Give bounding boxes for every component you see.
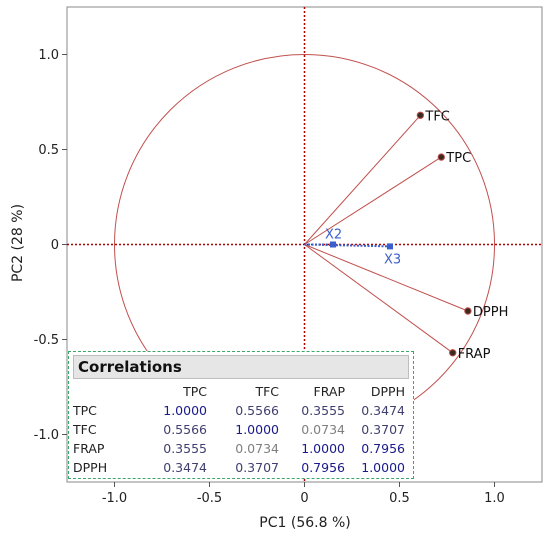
table-row: TFC 0.5566 1.0000 0.0734 0.3707 (73, 420, 405, 439)
row-header: TFC (73, 422, 97, 437)
x-tick-label: 0.5 (389, 491, 410, 506)
x-tick-label: 0 (300, 491, 308, 506)
table-cell: 0.7956 (301, 460, 345, 475)
y-axis-title: PC2 (28 %) (10, 204, 26, 282)
table-cell: 0.0734 (301, 422, 345, 437)
row-header: FRAP (73, 441, 105, 456)
correlations-header-row: TPC TFC FRAP DPPH (73, 382, 405, 401)
table-cell: 1.0000 (235, 422, 279, 437)
label-x3: X3 (384, 252, 401, 267)
point-dpph (464, 307, 472, 315)
table-row: TPC 1.0000 0.5566 0.3555 0.3474 (73, 401, 405, 420)
table-cell: 0.3707 (235, 460, 279, 475)
point-tpc (437, 153, 445, 161)
label-tfc: TFC (424, 109, 450, 124)
label-frap: FRAP (458, 347, 491, 362)
y-tick-label: 0.5 (38, 143, 59, 158)
column-header: FRAP (313, 384, 345, 399)
row-header: TPC (73, 403, 97, 418)
table-cell: 0.3474 (361, 403, 405, 418)
correlations-panel: Correlations TPC TFC FRAP DPPH TPC 1.000… (68, 351, 414, 479)
point-x3 (387, 243, 393, 250)
table-cell: 1.0000 (361, 460, 405, 475)
vector-dpph (304, 244, 469, 312)
table-cell: 0.7956 (361, 441, 405, 456)
y-tick-label: 0 (51, 238, 59, 253)
vector-x3 (304, 243, 391, 248)
x-axis-title: PC1 (56.8 %) (259, 515, 350, 531)
table-cell: 0.5566 (235, 403, 279, 418)
table-cell: 0.3474 (163, 460, 207, 475)
table-cell: 0.3555 (163, 441, 207, 456)
table-cell: 1.0000 (301, 441, 345, 456)
column-header: TFC (255, 384, 279, 399)
vector-tpc (304, 156, 442, 245)
column-header: DPPH (370, 384, 405, 399)
row-header: DPPH (73, 460, 108, 475)
table-cell: 0.0734 (235, 441, 279, 456)
correlations-title: Correlations (73, 355, 409, 379)
label-dpph: DPPH (473, 305, 508, 320)
vector-tfc (304, 114, 421, 245)
table-cell: 0.5566 (163, 422, 207, 437)
label-x2: X2 (325, 228, 342, 243)
table-row: FRAP 0.3555 0.0734 1.0000 0.7956 (73, 439, 405, 458)
column-header: TPC (183, 384, 207, 399)
x-tick-label: 1.0 (484, 491, 505, 506)
y-tick-label: 1.0 (38, 48, 59, 63)
table-cell: 0.3555 (301, 403, 345, 418)
x-tick-label: -0.5 (197, 491, 222, 506)
y-tick-label: -1.0 (34, 428, 59, 443)
x-tick-label: -1.0 (102, 491, 127, 506)
correlations-table: TPC TFC FRAP DPPH TPC 1.0000 0.5566 0.35… (73, 382, 405, 477)
corner-cell (73, 382, 135, 401)
table-row: DPPH 0.3474 0.3707 0.7956 1.0000 (73, 458, 405, 477)
vector-frap (304, 244, 453, 354)
label-tpc: TPC (445, 151, 471, 166)
point-tfc (416, 111, 425, 120)
table-cell: 1.0000 (163, 403, 207, 418)
y-tick-label: -0.5 (34, 333, 59, 348)
point-frap (449, 349, 457, 357)
table-cell: 0.3707 (361, 422, 405, 437)
